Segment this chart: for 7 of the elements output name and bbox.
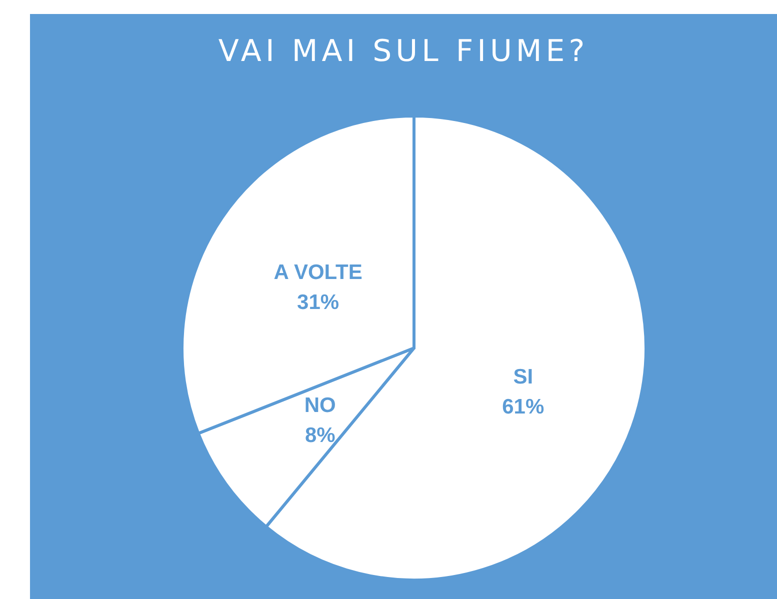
data-label: 31%: [297, 290, 340, 314]
slice-label: NO: [304, 394, 336, 418]
slice-label: SI: [513, 365, 534, 388]
data-label: 8%: [304, 424, 336, 448]
chart-title: VAI MAI SUL FIUME?: [217, 34, 590, 69]
data-label: 61%: [502, 395, 544, 418]
slice-label: A VOLTE: [274, 260, 362, 284]
